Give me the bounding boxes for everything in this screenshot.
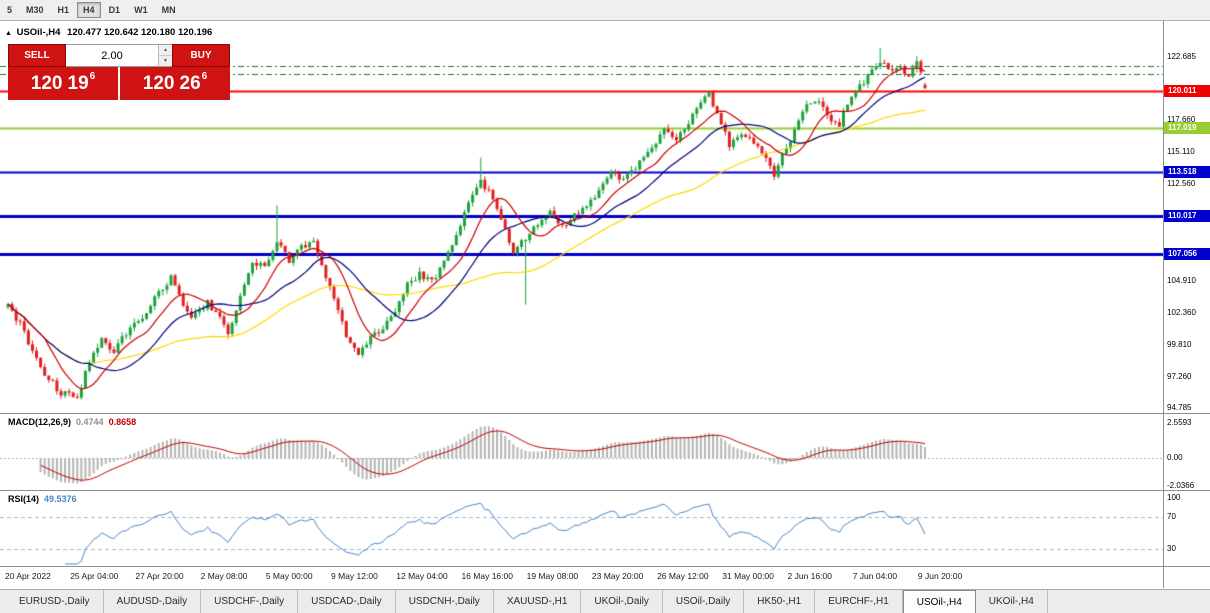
price-axis-label: 104.910: [1167, 275, 1196, 285]
bid-pips: 19: [67, 72, 89, 94]
time-axis-label: 5 May 00:00: [265, 571, 313, 581]
buy-button[interactable]: BUY: [172, 44, 230, 67]
time-axis[interactable]: 20 Apr 2022 25 Apr 04:00 27 Apr 20:00 2 May…: [0, 567, 1163, 588]
ohlc-values: 120.477 120.642 120.180 120.196: [67, 27, 213, 38]
ask-main: 120: [142, 72, 175, 94]
symbol-marker-icon: ▲: [5, 30, 12, 37]
rsi-name: RSI(14): [8, 494, 40, 504]
time-axis-label: 19 May 08:00: [526, 571, 579, 581]
price-axis-label: 94.785: [1167, 402, 1192, 412]
rsi-panel-canvas[interactable]: [0, 491, 1163, 566]
price-axis-label: 97.260: [1167, 371, 1192, 381]
tab-hk50-h1[interactable]: HK50-,H1: [744, 590, 816, 613]
price-axis-label: 117.660: [1167, 115, 1196, 125]
timeframe-button-h1[interactable]: H1: [57, 5, 70, 15]
trade-panel-controls-row: SELL 2.00 ▲ ▼ BUY: [8, 44, 230, 67]
chart-tabs-bar: EURUSD-,Daily AUDUSD-,Daily USDCHF-,Daily U…: [0, 589, 1210, 613]
tab-eurusd-daily[interactable]: EURUSD-,Daily: [6, 590, 104, 613]
price-tag: 107.056: [1164, 247, 1210, 260]
timeframe-button-m30[interactable]: M30: [26, 5, 44, 15]
price-axis-label: 102.360: [1167, 307, 1196, 317]
one-click-trade-panel: SELL 2.00 ▲ ▼ BUY 120 19 6 120 26 6: [8, 44, 230, 100]
macd-signal-value: 0.8658: [108, 417, 137, 427]
time-axis-label: 27 Apr 20:00: [135, 571, 184, 581]
macd-axis-label: -2.0366: [1167, 480, 1195, 490]
timeframe-button-5[interactable]: 5: [7, 5, 13, 15]
macd-panel-canvas[interactable]: [0, 414, 1163, 490]
time-axis-label: 16 May 16:00: [461, 571, 513, 581]
chart-area: ▲ USOil-,H4 120.477 120.642 120.180 120.…: [0, 21, 1163, 413]
time-axis-label: 23 May 20:00: [591, 571, 644, 581]
price-axis-label: 115.110: [1167, 147, 1195, 157]
macd-indicator-label: MACD(12,26,9) 0.4744 0.8658: [8, 417, 136, 427]
time-axis-label: 20 Apr 2022: [5, 571, 51, 581]
time-axis-label: 9 Jun 20:00: [917, 571, 963, 581]
rsi-indicator-label: RSI(14) 49.5376: [8, 494, 77, 504]
macd-rsi-splitter[interactable]: [0, 490, 1210, 491]
chart-macd-splitter[interactable]: [0, 413, 1210, 414]
timeframe-button-d1[interactable]: D1: [108, 5, 121, 15]
volume-decrease-button[interactable]: ▼: [159, 56, 172, 66]
timeframe-toolbar: 5 M30 H1 H4 D1 W1 MN: [0, 0, 1210, 21]
macd-axis-label: 0.00: [1167, 453, 1183, 462]
time-axis-label: 26 May 12:00: [657, 571, 709, 581]
rsi-value: 49.5376: [44, 494, 77, 504]
time-axis-label: 7 Jun 04:00: [852, 571, 898, 581]
price-axis-label: 99.810: [1167, 339, 1192, 349]
rsi-timeaxis-splitter[interactable]: [0, 566, 1210, 567]
bid-superscript: 6: [89, 71, 96, 82]
sell-button[interactable]: SELL: [8, 44, 66, 67]
tab-usdcad-daily[interactable]: USDCAD-,Daily: [298, 590, 396, 613]
price-tag: 120.011: [1164, 84, 1210, 97]
macd-axis-label: 2.5593: [1167, 417, 1192, 427]
time-axis-label: 31 May 00:00: [722, 571, 774, 581]
price-tag: 113.518: [1164, 166, 1210, 179]
price-tag: 117.019: [1164, 122, 1210, 135]
bid-price-display: 120 19 6: [8, 67, 118, 100]
volume-stepper[interactable]: 2.00 ▲ ▼: [66, 44, 172, 67]
macd-main-value: 0.4744: [76, 417, 104, 427]
price-tag: 110.017: [1164, 210, 1210, 223]
tab-audusd-daily[interactable]: AUDUSD-,Daily: [104, 590, 202, 613]
tab-eurchf-h1[interactable]: EURCHF-,H1: [815, 590, 903, 613]
tab-xauusd-h1[interactable]: XAUUSD-,H1: [494, 590, 582, 613]
volume-increase-button[interactable]: ▲: [159, 45, 172, 56]
symbol-label: USOil-,H4: [16, 27, 61, 38]
time-axis-label: 9 May 12:00: [331, 571, 378, 581]
ask-price-display: 120 26 6: [120, 67, 230, 100]
price-axis-label: 112.560: [1167, 179, 1196, 189]
time-axis-label: 25 Apr 04:00: [70, 571, 119, 581]
tab-ukoil-h4[interactable]: UKOil-,H4: [976, 590, 1048, 613]
bid-main: 120: [30, 72, 63, 94]
tab-usdchf-daily[interactable]: USDCHF-,Daily: [201, 590, 299, 613]
price-axis-label: 122.685: [1167, 52, 1196, 61]
volume-spin-buttons: ▲ ▼: [158, 45, 172, 66]
timeframe-button-mn[interactable]: MN: [161, 5, 176, 15]
ask-pips: 26: [179, 72, 201, 94]
macd-name: MACD(12,26,9): [8, 417, 72, 427]
time-axis-label: 2 Jun 16:00: [787, 571, 832, 581]
symbol-ohlc-readout: ▲ USOil-,H4 120.477 120.642 120.180 120.…: [5, 27, 212, 38]
rsi-axis-label: 30: [1167, 544, 1176, 553]
price-axis-separator: [1163, 21, 1164, 588]
tab-usoil-h4[interactable]: USOil-,H4: [902, 590, 976, 613]
tab-usoil-daily[interactable]: USOil-,Daily: [663, 590, 745, 613]
tab-ukoil-daily[interactable]: UKOil-,Daily: [581, 590, 663, 613]
time-axis-label: 12 May 04:00: [396, 571, 448, 581]
timeframe-button-h4[interactable]: H4: [77, 2, 101, 18]
trade-panel-prices-row: 120 19 6 120 26 6: [8, 67, 230, 100]
tab-usdcnh-daily[interactable]: USDCNH-,Daily: [396, 590, 494, 613]
time-axis-label: 2 May 08:00: [200, 571, 248, 581]
rsi-axis-label: 70: [1167, 512, 1176, 521]
timeframe-button-w1[interactable]: W1: [134, 5, 148, 15]
rsi-axis-label: 100: [1167, 493, 1181, 502]
ask-superscript: 6: [201, 71, 208, 82]
volume-value: 2.00: [101, 49, 123, 62]
